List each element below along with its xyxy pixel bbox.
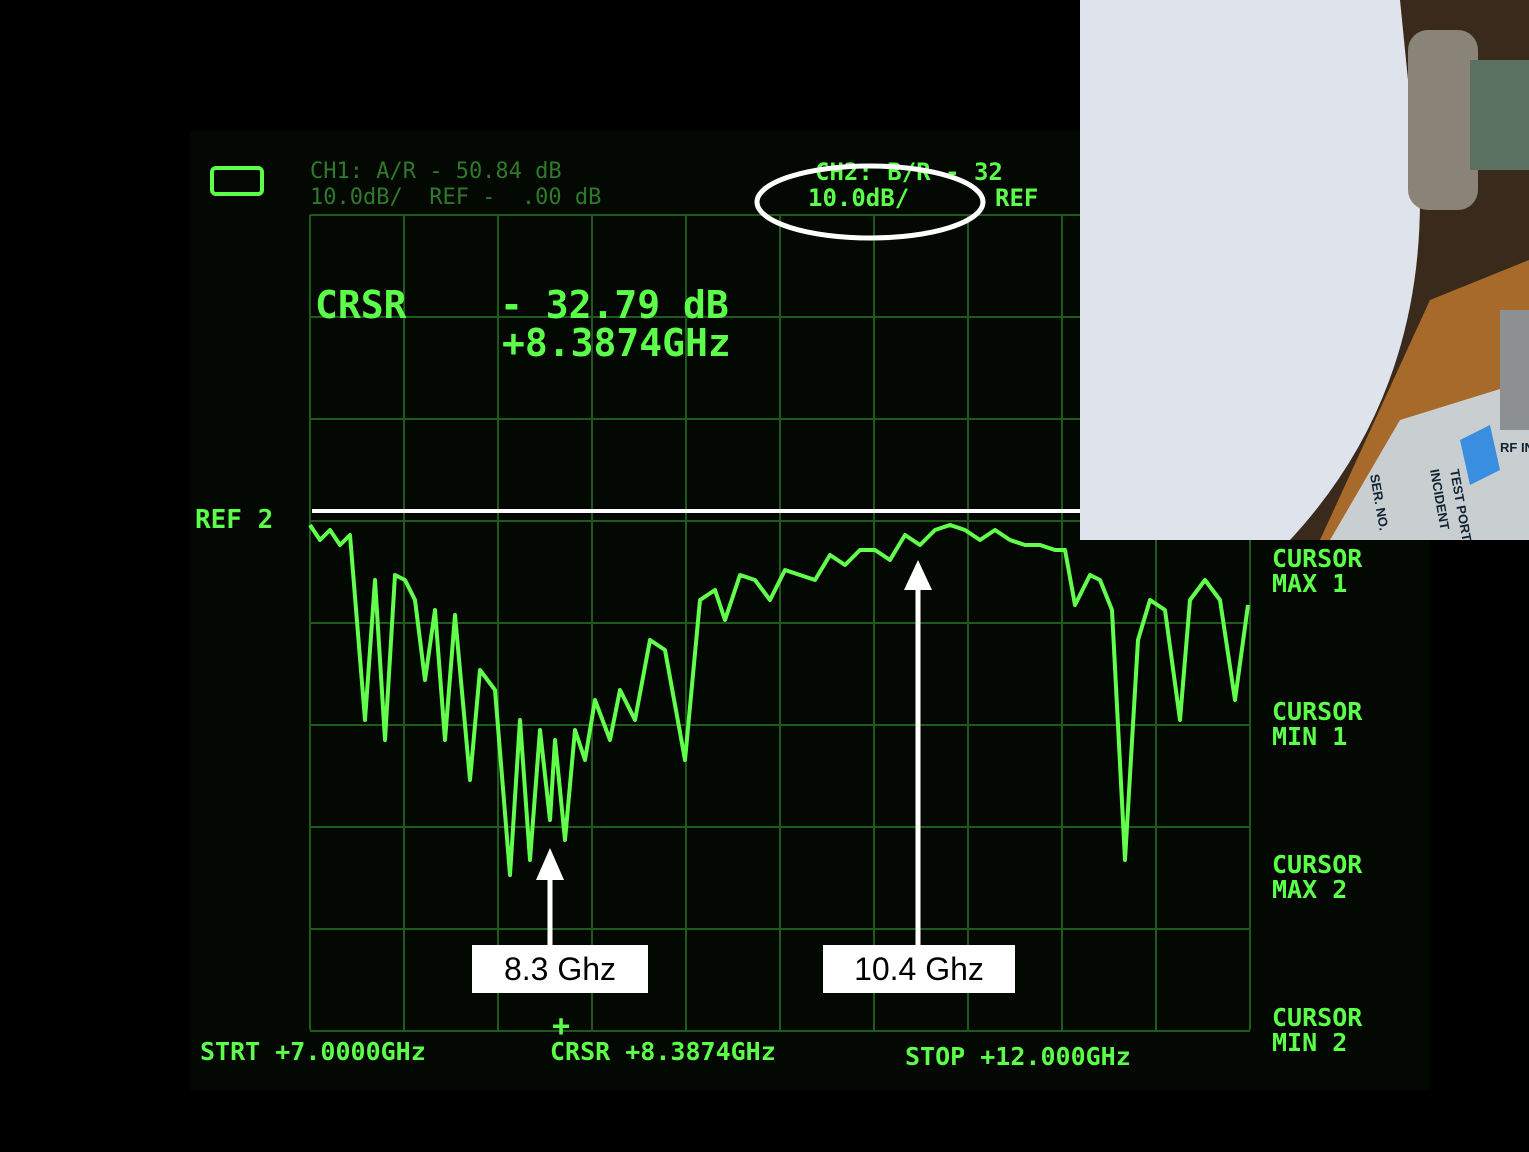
softkey-line1: CURSOR (1272, 1003, 1363, 1032)
scale-highlight (754, 163, 986, 241)
ch2-line1: CH2: B/R - 32 (815, 158, 1003, 186)
softkey-line2: MAX 1 (1272, 569, 1347, 598)
inset-box (1330, 380, 1529, 540)
annotation-label: 8.3 Ghz (504, 951, 616, 987)
softkey-line2: MIN 1 (1272, 722, 1347, 751)
inset-label: RF IN (1500, 440, 1529, 455)
trace (308, 523, 1250, 877)
softkey-line1: CURSOR (1272, 850, 1363, 879)
inset-flange (1408, 30, 1478, 210)
inset-photo (1080, 0, 1529, 540)
ch1-line2: 10.0dB/ REF - .00 dB (310, 185, 601, 210)
annotation-label: 10.4 Ghz (854, 951, 984, 987)
arrow-head (904, 560, 932, 590)
cursor-value: - 32.79 dB (500, 283, 729, 327)
annotation-box (823, 945, 1015, 993)
inset-cable (1500, 310, 1529, 430)
inset-arrow (1460, 425, 1500, 485)
cursor-frequency: +8.3874GHz (502, 321, 731, 365)
softkey-line2: MIN 2 (1272, 1028, 1347, 1057)
footer-start: STRT +7.0000GHz (200, 1037, 426, 1066)
cursor-label: CRSR (315, 283, 407, 327)
cursor-marker: + (552, 1009, 570, 1044)
annotation-box (472, 945, 648, 993)
graticule (309, 214, 1251, 1032)
inset-connector (1470, 60, 1529, 170)
ch2-ref: REF (995, 184, 1038, 212)
ch2-scale: 10.0dB/ (808, 184, 909, 212)
ref-marker: REF 2 (195, 505, 273, 535)
softkey-line2: MAX 2 (1272, 875, 1347, 904)
ch1-line1: CH1: A/R - 50.84 dB (310, 159, 562, 184)
instrument-icon (210, 166, 264, 196)
footer-cursor: CRSR +8.3874GHz (550, 1037, 776, 1066)
arrow-head (536, 848, 564, 880)
softkey-line1: CURSOR (1272, 544, 1363, 573)
footer-stop: STOP +12.000GHz (905, 1042, 1131, 1071)
softkey-line1: CURSOR (1272, 697, 1363, 726)
